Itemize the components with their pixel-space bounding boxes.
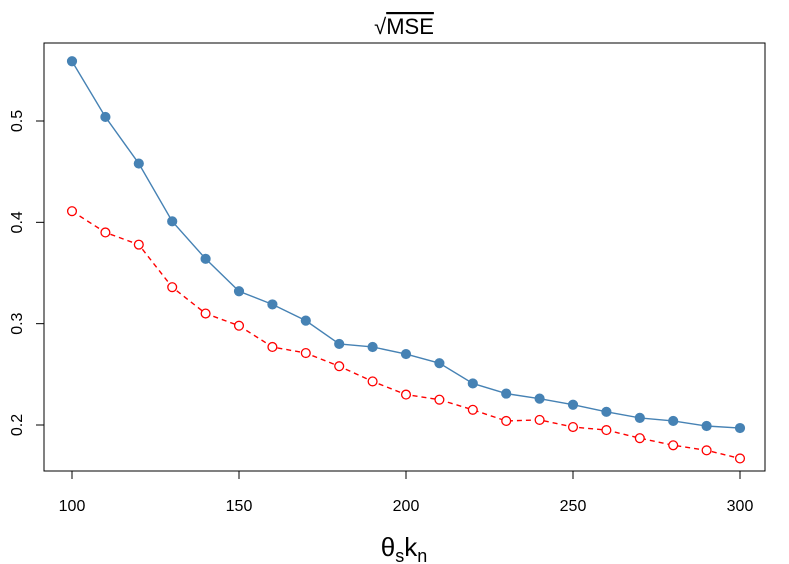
series-1-point [300,315,311,326]
series-2-point [300,348,311,359]
x-tick-label: 300 [727,498,754,515]
series-1-point [66,56,78,67]
x-label-k: k [404,532,418,562]
series-2-point [701,445,712,456]
series-2-point [634,433,645,444]
series-1-point [467,378,478,389]
x-axis-label: θskn [381,532,427,564]
y-tick-label: 0.5 [9,110,26,132]
series-2-point [100,227,111,238]
y-tick-label: 0.3 [9,312,26,334]
x-tick-label: 150 [226,498,253,515]
x-label-theta: θ [381,532,395,562]
x-tick-label: 100 [59,498,86,515]
series-1-point [200,253,211,264]
x-tick-label: 200 [393,498,420,515]
series-2-point [367,376,378,387]
series-2-point [133,239,144,250]
series-1-point [634,412,645,424]
series-1-point [501,388,512,399]
series-2-point [567,421,579,433]
series-2-point [167,282,178,293]
series-2-point [734,453,746,464]
series-1-point [367,341,378,353]
chart-title: √MSE [374,14,434,39]
y-tick-label: 0.2 [9,414,26,436]
series-1-point [100,111,111,123]
series-2-point [668,440,679,451]
series-2-point [200,308,211,319]
y-tick-label: 0.4 [9,211,26,233]
series-2-point [467,404,478,415]
series-2-point [233,320,245,331]
series-2-point [400,389,412,400]
x-tick-label: 250 [560,498,587,515]
series-2-point [66,206,78,217]
series-1-point [601,406,612,417]
series-layer [66,56,746,464]
series-1-point [334,338,345,350]
series-2-point [501,415,512,426]
x-label-sub-s: s [395,546,404,564]
series-2-point [334,361,345,372]
series-1-point [668,415,679,427]
series-1-point [133,158,144,169]
series-1-point [567,399,579,410]
series-1-point [534,393,545,404]
title-sqrt-symbol: √ [374,14,387,39]
series-1-point [167,216,178,227]
plot-area-border [43,42,766,472]
title-text: MSE [386,14,434,39]
series-1-line [71,60,741,429]
series-1-point [400,348,412,360]
series-2-point [434,394,445,405]
series-2-point [601,425,612,436]
x-axis: 100 150 200 250 300 [59,471,754,515]
series-2-point [267,341,278,353]
series-1-point [434,358,445,369]
series-2-point [534,414,545,425]
series-1-point [701,420,712,432]
x-label-sub-n: n [417,546,427,564]
series-1-point [267,299,278,310]
series-1-point [734,422,746,434]
y-axis: 0.2 0.3 0.4 0.5 [9,110,44,436]
series-1-point [233,286,245,297]
